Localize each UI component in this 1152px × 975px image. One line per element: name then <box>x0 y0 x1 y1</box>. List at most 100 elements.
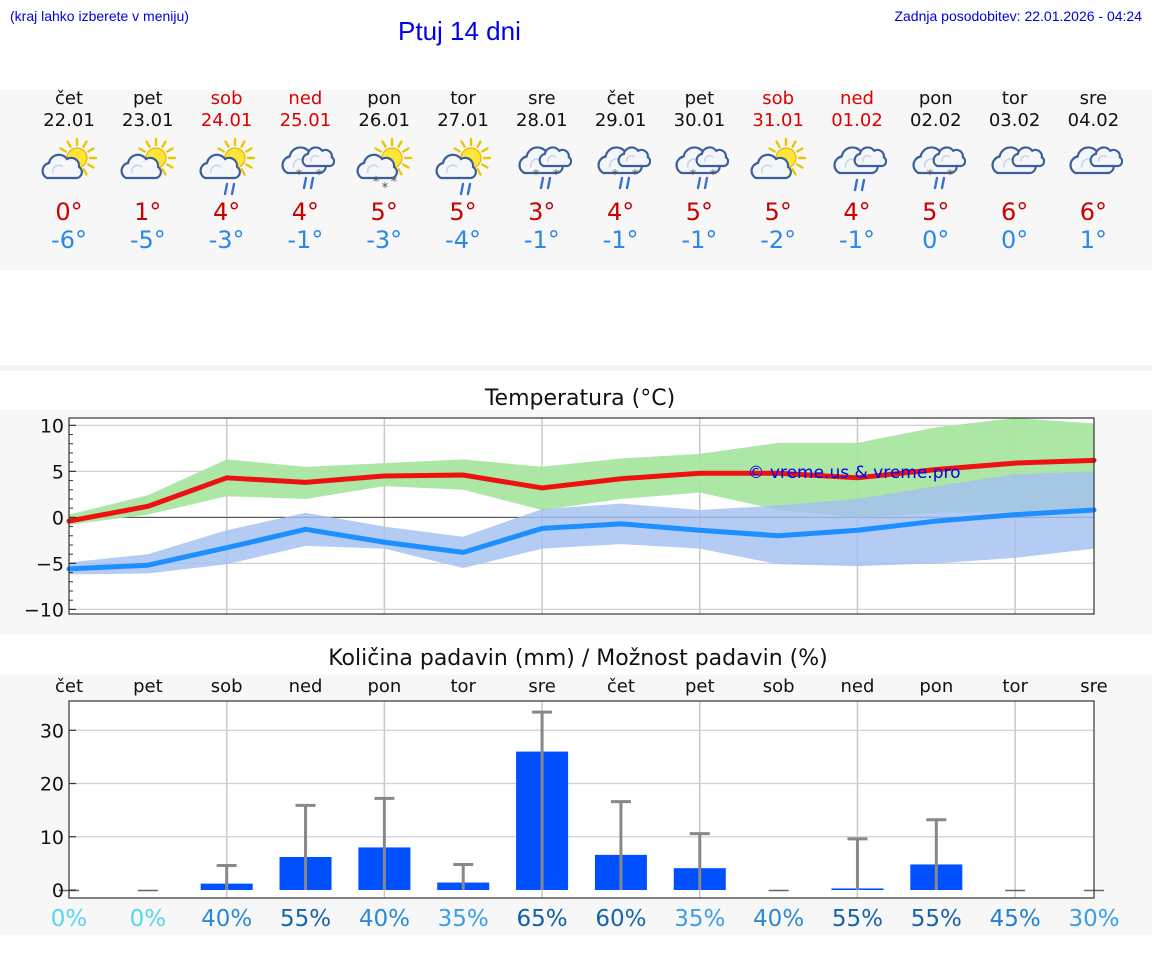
min-temperature-point <box>540 526 544 530</box>
max-temperature-point <box>304 480 308 484</box>
raindrop <box>223 182 228 196</box>
weather-icon-holder <box>818 134 896 198</box>
weather-icon-holder <box>30 134 108 198</box>
y-tick-label: −5 <box>36 553 64 575</box>
raindrop <box>853 178 859 192</box>
max-temperature: 5° <box>370 198 398 226</box>
sun-ray <box>165 147 174 153</box>
day-date: 01.02 <box>831 110 883 131</box>
cloudy-sleet-icon: * * <box>597 146 651 190</box>
cloudy-icon <box>1069 146 1124 175</box>
raindrop <box>466 182 472 196</box>
x-category-label: ned <box>841 676 875 697</box>
plot-frame <box>68 417 1095 615</box>
day-name: sre <box>1079 88 1108 109</box>
forecast-day: tor 03.02 6° 0° <box>976 88 1054 254</box>
max-temperature-point <box>855 476 859 480</box>
sun-ray <box>476 140 482 148</box>
day-name: ned <box>840 88 874 109</box>
page-title: Ptuj 14 dni <box>398 16 521 46</box>
cloudy-sleet-icon: * * <box>912 146 966 190</box>
day-name: tor <box>450 88 476 109</box>
precip-probability-label: 55% <box>280 906 331 932</box>
min-temperature-point <box>146 563 150 567</box>
snowflake: * <box>533 168 540 183</box>
forecast-day: pon 26.01 * * * 5° -3° <box>345 88 423 254</box>
max-temperature: 5° <box>764 198 792 226</box>
min-temperature: -1° <box>523 226 560 254</box>
cloud-highlight <box>445 164 458 174</box>
partly-cloudy-snow-icon: * * * <box>356 137 413 196</box>
max-temperature: 3° <box>528 198 556 226</box>
weather-icon-holder <box>1054 134 1132 198</box>
forecast-day: sre 28.01 * * 3° -1° <box>503 88 581 254</box>
min-temperature: -1° <box>839 226 875 254</box>
day-name: pon <box>367 88 402 109</box>
forecast-day: ned 25.01 * * 4° -1° <box>266 88 344 254</box>
min-temperature: -6° <box>51 226 87 254</box>
cloud-highlight <box>761 164 773 174</box>
precip-probability-label: 40% <box>753 906 804 932</box>
forecast-day: tor 27.01 5° -4° <box>424 88 502 254</box>
sun-ray <box>791 168 797 176</box>
sun-ray <box>768 147 777 153</box>
weather-icon-holder: * * <box>266 134 344 198</box>
max-temperature-point <box>1013 461 1017 465</box>
sun-ray <box>82 140 88 148</box>
precip-probability-label: 55% <box>832 906 883 932</box>
cloud-highlight <box>310 155 320 163</box>
cloudy-sleet-icon: * * <box>281 146 336 190</box>
partly-cloudy-rain-icon <box>199 137 255 196</box>
sun-ray <box>397 140 403 148</box>
max-temperature: 5° <box>449 198 477 226</box>
weather-icon-holder <box>739 134 817 198</box>
forecast-day: sob 24.01 4° -3° <box>188 88 266 254</box>
weather-icon-holder <box>109 134 187 198</box>
day-name: čet <box>54 88 84 109</box>
snowflake: * <box>296 168 303 183</box>
max-temperature-point <box>934 468 938 472</box>
cloudy-rain-icon <box>833 146 887 192</box>
sun-ray <box>791 140 797 148</box>
sun-ray <box>796 147 804 153</box>
min-temperature-point <box>382 540 386 544</box>
min-temperature-band <box>69 471 1094 575</box>
min-temperature: -1° <box>681 226 718 254</box>
sun-ray <box>402 163 410 169</box>
cloudy-sleet-icon: * * <box>281 146 336 190</box>
x-category-label: sre <box>528 676 555 697</box>
forecast-day: sre 04.02 6° 1° <box>1054 88 1132 254</box>
cloudy-sleet-icon: * * <box>912 146 966 190</box>
min-temperature: -5° <box>129 226 166 254</box>
day-name: sre <box>528 88 556 109</box>
max-temperature-point <box>146 504 150 508</box>
sun-ray <box>145 140 151 148</box>
max-temperature: 4° <box>843 198 871 226</box>
min-temperature-point <box>855 528 859 532</box>
precip-probability-label: 0% <box>51 906 88 932</box>
day-date: 22.01 <box>43 110 95 131</box>
day-date: 24.01 <box>200 110 253 131</box>
min-temperature: -1° <box>602 226 639 254</box>
raindrop <box>303 176 308 190</box>
cloudy-sleet-icon: * * <box>675 146 730 190</box>
precip-probability-label: 40% <box>201 906 252 932</box>
raindrop <box>933 176 938 190</box>
max-temperature: 6° <box>1079 198 1108 226</box>
partly-cloudy-rain-icon <box>435 137 492 196</box>
precip-probability-label: 35% <box>438 906 489 932</box>
min-temperature-point <box>619 522 623 526</box>
last-updated: Zadnja posodobitev: 22.01.2026 - 04:24 <box>894 8 1142 24</box>
min-temperature: -3° <box>366 226 403 254</box>
x-category-label: pon <box>919 676 953 697</box>
cloud-highlight <box>1019 155 1030 163</box>
y-tick-label: 10 <box>40 827 64 849</box>
cloudy-rain-icon <box>833 146 887 192</box>
max-temperature-band <box>69 418 1094 525</box>
partly-cloudy-rain-icon <box>199 137 255 196</box>
cloudy-sleet-icon: * * <box>597 146 651 190</box>
day-date: 25.01 <box>279 110 332 131</box>
sun-ray <box>381 140 387 148</box>
sun-ray <box>481 163 489 169</box>
forecast-day: ned 01.02 4° -1° <box>818 88 896 254</box>
